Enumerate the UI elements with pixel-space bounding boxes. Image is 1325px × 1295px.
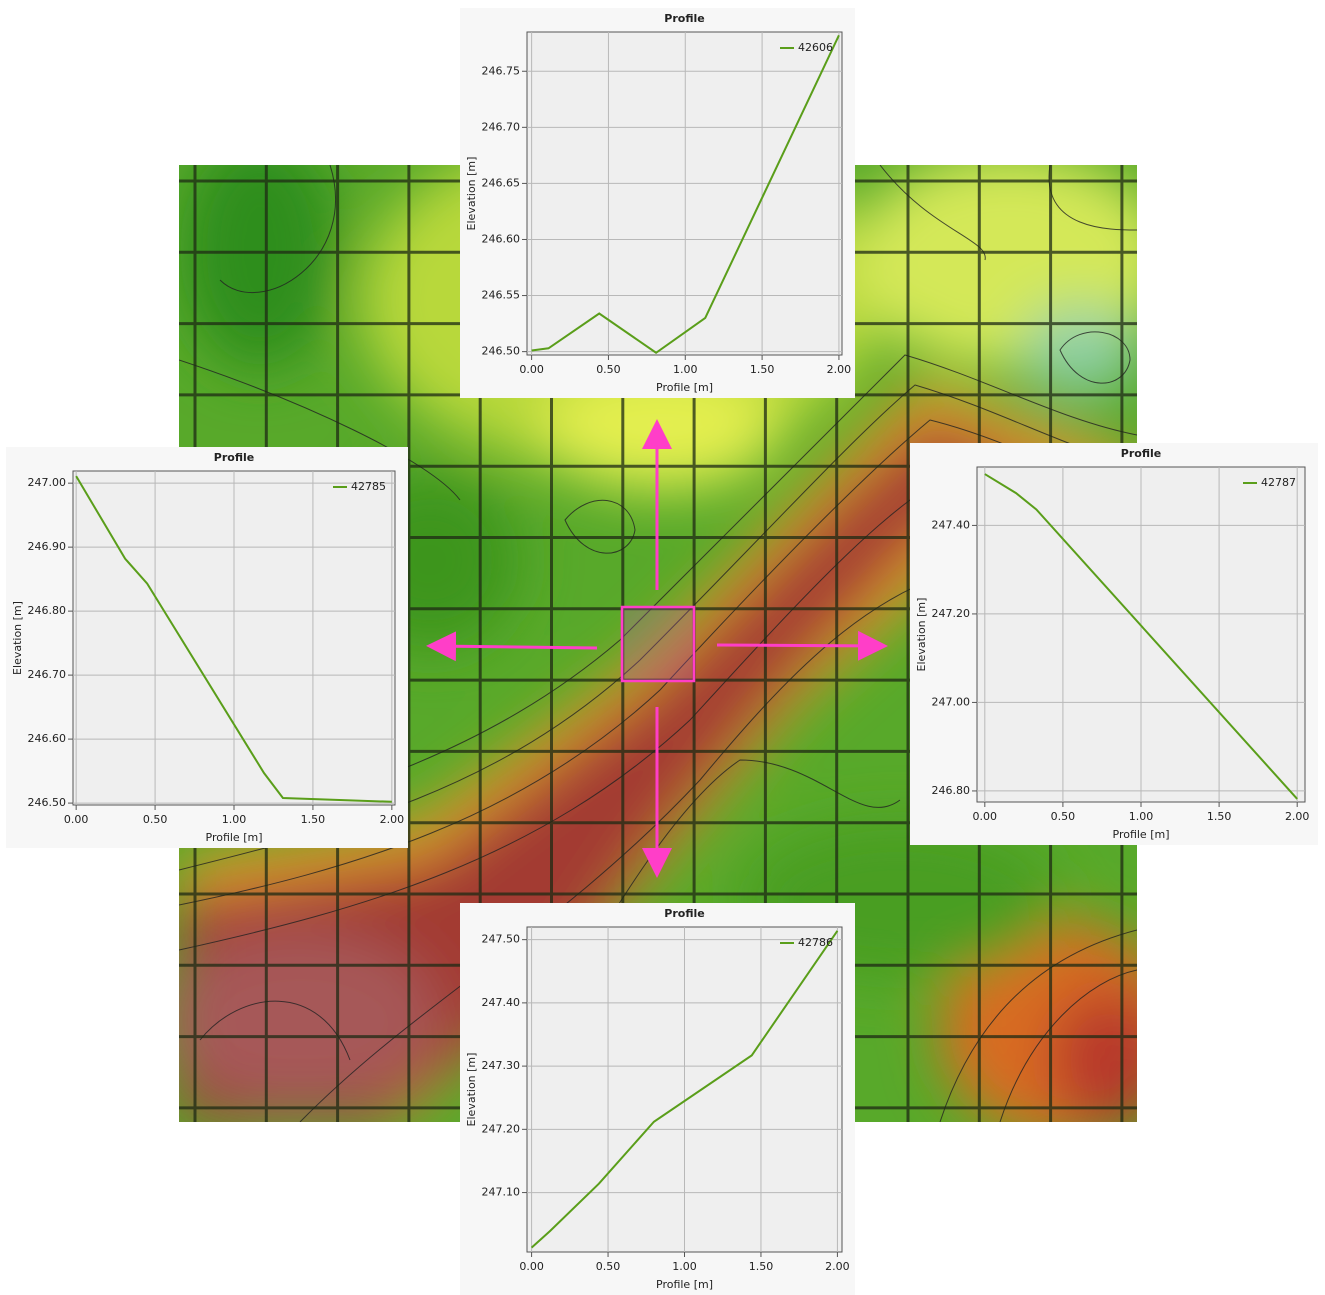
y-tick-label: 246.50 [28,796,67,809]
y-tick-label: 246.70 [482,120,521,133]
x-tick-label: 1.00 [1129,810,1154,823]
legend-label: 42787 [1261,476,1296,489]
x-tick-label: 1.50 [749,1260,774,1273]
y-tick-label: 247.00 [28,476,67,489]
y-tick-label: 247.50 [482,933,521,946]
y-tick-label: 247.10 [482,1186,521,1199]
legend-label: 42785 [351,480,386,493]
y-tick-label: 246.90 [28,540,67,553]
y-tick-label: 246.60 [482,232,521,245]
x-tick-label: 1.00 [222,813,247,826]
x-axis-label: Profile [m] [656,381,713,394]
chart-title: Profile [1121,447,1161,460]
y-tick-label: 246.75 [482,64,521,77]
x-tick-label: 2.00 [1285,810,1310,823]
y-tick-label: 246.80 [932,784,971,797]
canvas: Profile Profile [m] Elevation [m] 0.00 0.50 1… [0,0,1325,1295]
profile-chart: Profile Profile [m] Elevation [m] 0.00 0.50 1… [460,903,855,1295]
x-tick-label: 0.50 [1051,810,1076,823]
chart-title: Profile [664,907,704,920]
x-tick-label: 0.50 [596,1260,621,1273]
y-tick-label: 246.80 [28,604,67,617]
y-tick-label: 246.50 [482,345,521,358]
x-tick-label: 2.00 [825,1260,850,1273]
x-axis-label: Profile [m] [1113,828,1170,841]
chart-title: Profile [664,12,704,25]
plot-area [527,32,842,355]
y-tick-label: 246.55 [482,289,521,302]
chart-title: Profile [214,451,254,464]
y-axis-label: Elevation [m] [915,598,928,672]
x-tick-label: 0.00 [519,1260,544,1273]
x-tick-label: 2.00 [827,363,852,376]
x-axis-label: Profile [m] [656,1278,713,1291]
y-tick-label: 247.40 [932,518,971,531]
y-axis-label: Elevation [m] [11,601,24,675]
y-tick-label: 247.20 [482,1122,521,1135]
y-tick-label: 247.20 [932,607,971,620]
y-tick-label: 247.00 [932,695,971,708]
x-tick-label: 0.00 [64,813,89,826]
profile-chart: Profile Profile [m] Elevation [m] 0.00 0.50 1… [6,447,408,848]
profile-chart: Profile Profile [m] Elevation [m] 0.00 0.50 1… [460,8,855,398]
y-tick-label: 246.65 [482,176,521,189]
x-tick-label: 1.50 [750,363,775,376]
y-tick-label: 247.30 [482,1059,521,1072]
x-tick-label: 0.50 [596,363,621,376]
legend-label: 42786 [798,936,833,949]
x-tick-label: 2.00 [380,813,405,826]
y-axis-label: Elevation [m] [465,1053,478,1127]
x-tick-label: 1.00 [672,1260,697,1273]
y-tick-label: 246.70 [28,668,67,681]
x-tick-label: 1.00 [673,363,698,376]
x-tick-label: 0.00 [519,363,544,376]
legend-label: 42606 [798,41,833,54]
x-axis-label: Profile [m] [206,831,263,844]
y-tick-label: 246.60 [28,732,67,745]
y-tick-label: 247.40 [482,996,521,1009]
x-tick-label: 0.50 [143,813,168,826]
x-tick-label: 0.00 [973,810,998,823]
x-tick-label: 1.50 [1207,810,1232,823]
x-tick-label: 1.50 [301,813,326,826]
y-axis-label: Elevation [m] [465,157,478,231]
screen: Profile Profile [m] Elevation [m] 0.00 0.50 1… [0,0,1325,1295]
profile-chart: Profile Profile [m] Elevation [m] 0.00 0.50 1… [910,443,1318,845]
